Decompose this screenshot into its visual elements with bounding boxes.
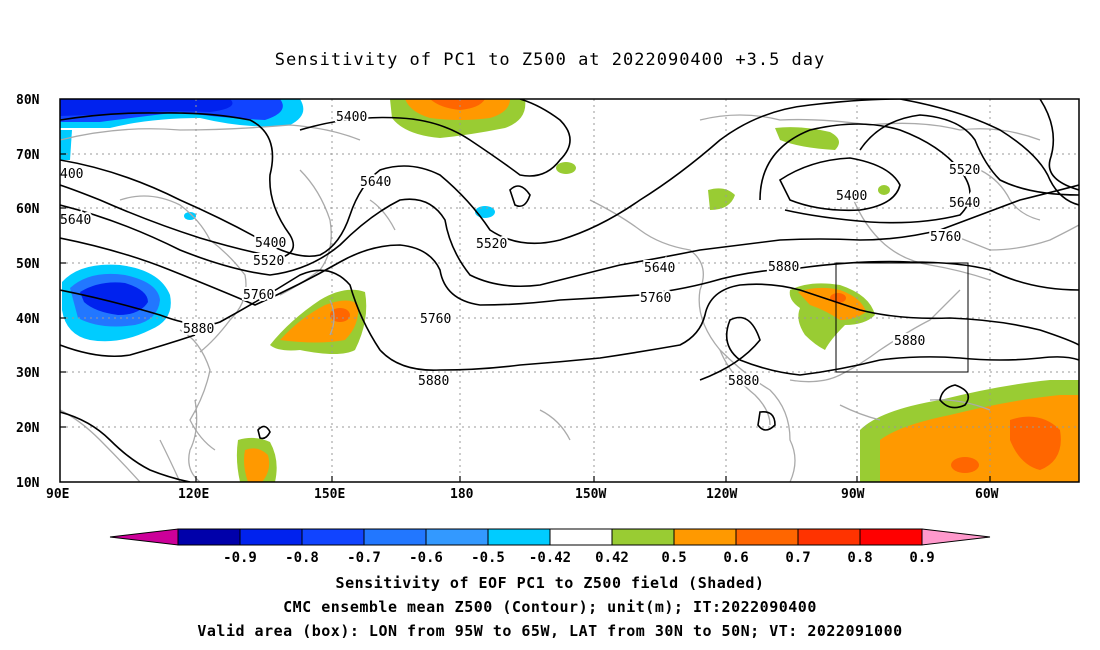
map-title: Sensitivity of PC1 to Z500 at 2022090400… [274,50,826,70]
colorbar-label: 0.8 [847,550,872,566]
contour-label: 5880 [728,374,759,389]
contour-label: 5760 [243,288,274,303]
lat-label: 30N [16,366,40,381]
colorbar-label: -0.42 [529,550,571,566]
contour-label: 5640 [644,261,675,276]
colorbar-label: -0.6 [409,550,443,566]
colorbar-label: 0.7 [785,550,810,566]
lon-label: 150E [314,487,345,502]
contour-5400-west [60,112,295,259]
caption-line-3: Valid area (box): LON from 95W to 65W, L… [197,622,903,640]
contour-label: 5880 [418,374,449,389]
colorbar-bin [797,528,861,546]
lat-label: 50N [16,257,40,272]
colorbar-bin [239,528,303,546]
contour-5880-c [699,316,1079,381]
contour-label: 5520 [476,237,507,252]
colorbar: -0.9 -0.8 -0.7 -0.6 -0.5 -0.42 0.42 0.5 0.6 0.7 0.… [109,528,991,566]
colorbar-bin [549,528,613,546]
colorbar-bin [673,528,737,546]
colorbar-label: 0.9 [909,550,934,566]
contour-label: 5400 [336,110,367,125]
contour-label: 5880 [768,260,799,275]
lon-label: 120E [178,487,209,502]
contour-5880-b [60,334,196,358]
contour-5760-main [60,237,1079,306]
contour-5640-main [60,184,1079,288]
caption-line-2: CMC ensemble mean Z500 (Contour); unit(m… [283,598,817,616]
contour-label: 5760 [640,291,671,306]
contour-label: 5760 [930,230,961,245]
caption-line-1: Sensitivity of EOF PC1 to Z500 field (Sh… [335,574,765,592]
contour-5400-arctic [299,99,571,177]
contour-label: 5640 [949,196,980,211]
contour-label: 5400 [836,189,867,204]
contour-label: 5880 [894,334,925,349]
colorbar-bin [611,528,675,546]
lat-label: 80N [16,93,40,108]
contour-5520-canada [759,123,971,224]
colorbar-label: -0.9 [223,550,257,566]
contour-label: 5640 [360,175,391,190]
lat-label: 40N [16,312,40,327]
colorbar-bin [735,528,799,546]
colorbar-bin [177,528,241,546]
valid-area-box [835,262,969,373]
grid [60,99,1079,482]
contour-label: 5640 [60,213,91,228]
longitude-labels: 90E 120E 150E 180 150W 120W 90W 60W [46,487,999,502]
contour-labels: 5400 5640 5400 5520 5760 5880 5760 5880 … [60,108,982,391]
lat-label: 20N [16,421,40,436]
contour-5520-west [60,99,901,258]
colorbar-label: 0.5 [661,550,686,566]
lat-label: 70N [16,148,40,163]
contour-label: 5880 [183,322,214,337]
colorbar-bin [363,528,427,546]
contour-5880-main [60,269,1079,371]
contour-5400-canada [778,157,901,212]
contour-label: 400 [60,167,83,182]
contour-label: 5760 [420,312,451,327]
colorbar-bin [425,528,489,546]
colorbar-label: -0.5 [471,550,505,566]
contour-label: 5520 [253,254,284,269]
lon-label: 90W [841,487,865,502]
lon-label: 60W [975,487,999,502]
lon-label: 180 [450,487,474,502]
z500-contours [60,99,1079,482]
lon-label: 90E [46,487,69,502]
colorbar-max-triangle [921,528,991,546]
colorbar-bin [301,528,365,546]
colorbar-label: -0.8 [285,550,319,566]
ticks [60,153,991,482]
colorbar-label: -0.7 [347,550,381,566]
colorbar-bin [859,528,923,546]
contour-label: 5400 [255,236,286,251]
colorbar-min-triangle [109,528,179,546]
lon-label: 150W [575,487,606,502]
lat-label: 60N [16,202,40,217]
lon-label: 120W [706,487,737,502]
contour-label: 5520 [949,163,980,178]
colorbar-label: 0.42 [595,550,629,566]
latitude-labels: 80N 70N 60N 50N 40N 30N 20N 10N [16,93,40,491]
plot-frame [59,98,1080,483]
colorbar-label: 0.6 [723,550,748,566]
lat-label: 10N [16,476,40,491]
colorbar-bin [487,528,551,546]
